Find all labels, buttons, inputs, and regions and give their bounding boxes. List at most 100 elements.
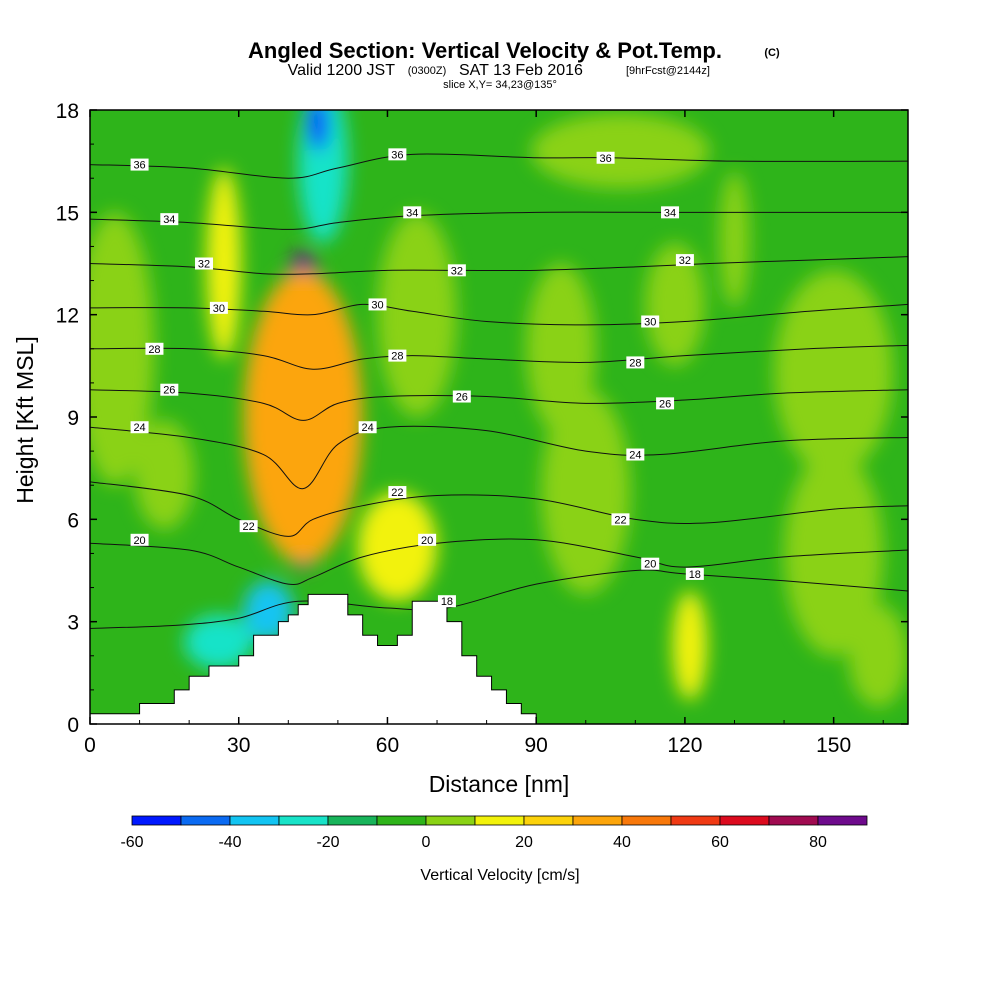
contour-label-text: 30 bbox=[644, 316, 656, 328]
theta-contour-24 bbox=[90, 425, 908, 490]
contour-label-bg bbox=[437, 595, 456, 608]
colorbar-tick-label: 40 bbox=[613, 834, 631, 851]
contour-label-16: 22 bbox=[239, 520, 258, 533]
velocity-feature-20 bbox=[526, 263, 596, 435]
x-axis: 0 30 60 90 120 150 bbox=[84, 110, 884, 757]
contour-label-bg bbox=[130, 533, 149, 546]
contour-label-19: 36 bbox=[596, 151, 615, 165]
velocity-feature-4 bbox=[298, 110, 348, 244]
colorbar-tick-label: -60 bbox=[120, 834, 143, 851]
contour-label-7: 20 bbox=[130, 533, 149, 547]
colorbar-swatch bbox=[572, 815, 623, 826]
contour-label-18: 18 bbox=[437, 595, 456, 608]
x-tick-label: 90 bbox=[525, 734, 548, 757]
y-tick-label: 15 bbox=[56, 202, 79, 225]
colorbar: -60 -40 -20 0 20 40 60 80 bbox=[120, 815, 868, 851]
plot-area: 36 34 32 30 28 26 24 20 36 34 32 30 28 26 24 22 22 20 18 36… bbox=[90, 110, 908, 724]
y-tick-label: 9 bbox=[67, 407, 79, 430]
contour-label-bg bbox=[195, 257, 214, 270]
contour-label-text: 34 bbox=[664, 207, 676, 219]
contour-label-28: 18 bbox=[685, 567, 704, 581]
chart-title: Angled Section: Vertical Velocity & Pot.… bbox=[248, 38, 722, 63]
subtitle-valid: Valid 1200 JST bbox=[288, 62, 396, 79]
velocity-feature-10 bbox=[531, 113, 710, 189]
subtitle-forecast: [9hrFcst@2144z] bbox=[626, 65, 710, 77]
theta-contour-20 bbox=[90, 538, 908, 586]
contour-label-bg bbox=[368, 298, 387, 311]
contour-label-bg bbox=[447, 264, 466, 277]
colorbar-label: Vertical Velocity [cm/s] bbox=[420, 867, 579, 884]
y-tick-label: 3 bbox=[67, 612, 79, 635]
theta-contour-22 bbox=[90, 481, 908, 537]
contour-label-text: 36 bbox=[391, 149, 403, 161]
velocity-feature-2 bbox=[243, 270, 363, 564]
contour-label-23: 28 bbox=[626, 356, 645, 369]
velocity-feature-5 bbox=[308, 110, 328, 151]
velocity-feature-6 bbox=[357, 492, 438, 602]
contour-label-bg bbox=[160, 383, 179, 396]
contour-label-6: 24 bbox=[130, 421, 149, 434]
contour-label-25: 24 bbox=[626, 448, 645, 462]
contour-label-bg bbox=[626, 356, 645, 369]
velocity-feature-19 bbox=[377, 212, 457, 417]
contour-label-text: 32 bbox=[198, 259, 210, 271]
contour-label-text: 20 bbox=[421, 535, 433, 547]
contour-label-text: 32 bbox=[679, 255, 691, 267]
colorbar-swatch bbox=[278, 815, 329, 826]
velocity-feature-12 bbox=[645, 243, 705, 366]
contour-label-text: 22 bbox=[391, 487, 403, 499]
velocity-feature-15 bbox=[134, 420, 195, 530]
colorbar-tick-label: 60 bbox=[711, 834, 729, 851]
subtitle-zulu: (0300Z) bbox=[408, 65, 447, 77]
contour-label-text: 24 bbox=[629, 450, 641, 462]
title-units: (C) bbox=[764, 47, 780, 59]
y-tick-label: 6 bbox=[67, 509, 79, 532]
velocity-field bbox=[90, 110, 908, 707]
contour-label-bg bbox=[388, 349, 407, 362]
colorbar-swatch bbox=[474, 815, 525, 826]
contour-label-bg bbox=[611, 513, 630, 526]
y-tick-label: 12 bbox=[56, 305, 79, 328]
contour-label-bg bbox=[239, 520, 258, 533]
theta-contours bbox=[90, 153, 908, 629]
x-tick-label: 30 bbox=[227, 734, 250, 757]
contour-label-bg bbox=[130, 158, 149, 171]
contour-label-text: 18 bbox=[441, 596, 453, 608]
colorbar-swatch bbox=[229, 815, 280, 826]
contour-label-bg bbox=[596, 151, 615, 164]
contour-label-bg bbox=[358, 421, 377, 434]
contour-label-24: 26 bbox=[656, 397, 675, 410]
contour-label-text: 30 bbox=[371, 299, 383, 311]
contour-label-bg bbox=[388, 148, 407, 161]
contour-label-bg bbox=[418, 533, 437, 546]
velocity-feature-13 bbox=[774, 270, 894, 475]
contour-label-text: 24 bbox=[133, 422, 145, 434]
contour-label-bg bbox=[675, 254, 694, 267]
contour-label-27: 20 bbox=[641, 557, 660, 571]
contour-label-15: 22 bbox=[388, 486, 407, 499]
contour-label-3: 30 bbox=[209, 301, 228, 315]
theta-contour-34 bbox=[90, 211, 908, 230]
contour-label-text: 36 bbox=[599, 153, 611, 165]
x-tick-label: 120 bbox=[667, 734, 702, 757]
contour-label-text: 26 bbox=[163, 385, 175, 397]
contour-label-text: 20 bbox=[644, 559, 656, 571]
velocity-feature-9 bbox=[184, 614, 254, 670]
contour-label-text: 34 bbox=[406, 207, 418, 219]
velocity-feature-18 bbox=[848, 604, 908, 707]
contour-label-bg bbox=[209, 301, 228, 314]
contour-label-11: 30 bbox=[368, 298, 387, 311]
contour-label-21: 32 bbox=[675, 254, 694, 267]
x-tick-label: 150 bbox=[816, 734, 851, 757]
contour-label-text: 20 bbox=[133, 535, 145, 547]
colorbar-tick-label: 20 bbox=[515, 834, 533, 851]
contour-label-9: 34 bbox=[403, 206, 422, 219]
theta-contour-28 bbox=[90, 344, 908, 370]
colorbar-tick-label: 0 bbox=[422, 834, 431, 851]
contour-label-bg bbox=[656, 397, 675, 410]
colorbar-swatch bbox=[768, 815, 819, 826]
contour-label-bg bbox=[452, 390, 471, 403]
contour-label-text: 26 bbox=[456, 392, 468, 404]
